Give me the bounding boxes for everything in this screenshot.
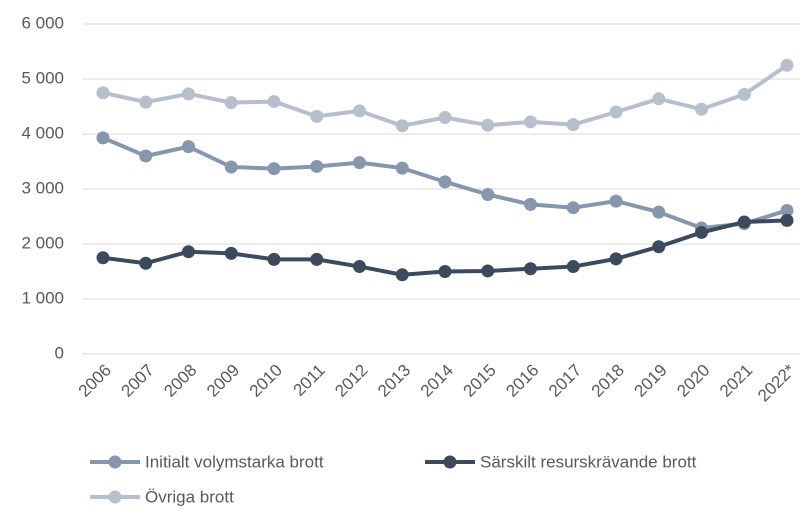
point-marker	[182, 140, 195, 154]
point-marker	[310, 252, 324, 266]
legend-marker	[108, 490, 122, 504]
point-marker	[566, 118, 580, 132]
point-marker	[652, 240, 666, 254]
point-marker	[438, 111, 452, 124]
x-tick-label: 2006	[75, 361, 115, 401]
point-marker	[780, 213, 794, 227]
point-marker	[780, 203, 794, 217]
point-marker	[609, 194, 623, 208]
x-tick-label: 2021	[716, 361, 756, 401]
point-marker	[524, 197, 537, 211]
point-marker	[139, 149, 153, 163]
x-tick-label: 2010	[246, 361, 286, 401]
y-tick-label: 2 000	[21, 233, 64, 252]
point-marker	[737, 215, 751, 229]
point-marker	[182, 87, 195, 101]
point-marker	[310, 159, 324, 173]
point-marker	[695, 102, 708, 116]
point-marker	[96, 131, 110, 145]
y-tick-label: 5 000	[21, 68, 64, 87]
y-tick-label: 0	[55, 343, 64, 362]
point-marker	[139, 95, 153, 109]
point-marker	[695, 225, 708, 239]
point-marker	[224, 96, 238, 110]
point-marker	[224, 246, 238, 260]
point-marker	[652, 205, 666, 219]
point-marker	[481, 188, 495, 201]
point-marker	[310, 109, 324, 123]
point-marker	[780, 58, 794, 72]
point-marker	[182, 245, 195, 259]
x-tick-label: 2015	[460, 361, 500, 401]
point-marker	[737, 87, 751, 101]
point-marker	[652, 92, 666, 106]
point-marker	[524, 262, 537, 276]
point-marker	[267, 252, 281, 266]
point-marker	[267, 162, 281, 176]
point-marker	[438, 265, 452, 278]
x-tick-label: 2018	[588, 361, 628, 401]
x-tick-label: 2019	[631, 361, 671, 401]
x-tick-label: 2016	[502, 361, 542, 401]
point-marker	[96, 251, 110, 265]
legend-label: Övriga brott	[145, 487, 234, 506]
point-marker	[267, 95, 281, 109]
legend-marker	[108, 455, 122, 469]
x-tick-label: 2007	[118, 361, 158, 401]
point-marker	[224, 160, 238, 174]
x-tick-label: 2013	[374, 361, 414, 401]
legend-label: Särskilt resurskrävande brott	[480, 452, 697, 471]
x-tick-label: 2009	[203, 361, 243, 401]
point-marker	[353, 156, 366, 170]
point-marker	[353, 104, 366, 118]
x-tick-label: 2008	[160, 361, 200, 401]
legend-marker	[443, 455, 457, 469]
y-tick-label: 1 000	[21, 288, 64, 307]
x-tick-label: 2017	[545, 361, 585, 401]
x-tick-label: 2014	[417, 361, 457, 401]
point-marker	[395, 161, 409, 175]
y-tick-label: 3 000	[21, 178, 64, 197]
point-marker	[609, 252, 623, 266]
point-marker	[395, 268, 409, 282]
point-marker	[481, 118, 495, 132]
point-marker	[566, 201, 580, 215]
point-marker	[524, 115, 537, 129]
x-tick-label: 2012	[331, 361, 371, 401]
point-marker	[566, 260, 580, 274]
legend-label: Initialt volymstarka brott	[145, 452, 324, 471]
point-marker	[395, 119, 409, 133]
x-tick-label: 2011	[289, 361, 328, 400]
y-tick-label: 4 000	[21, 123, 64, 142]
point-marker	[609, 105, 623, 119]
point-marker	[353, 260, 366, 274]
point-marker	[438, 175, 452, 189]
x-tick-label: 2022*	[754, 360, 799, 405]
y-tick-label: 6 000	[21, 13, 64, 32]
point-marker	[481, 264, 495, 278]
point-marker	[96, 86, 110, 100]
x-tick-label: 2020	[673, 361, 713, 401]
point-marker	[139, 256, 153, 270]
